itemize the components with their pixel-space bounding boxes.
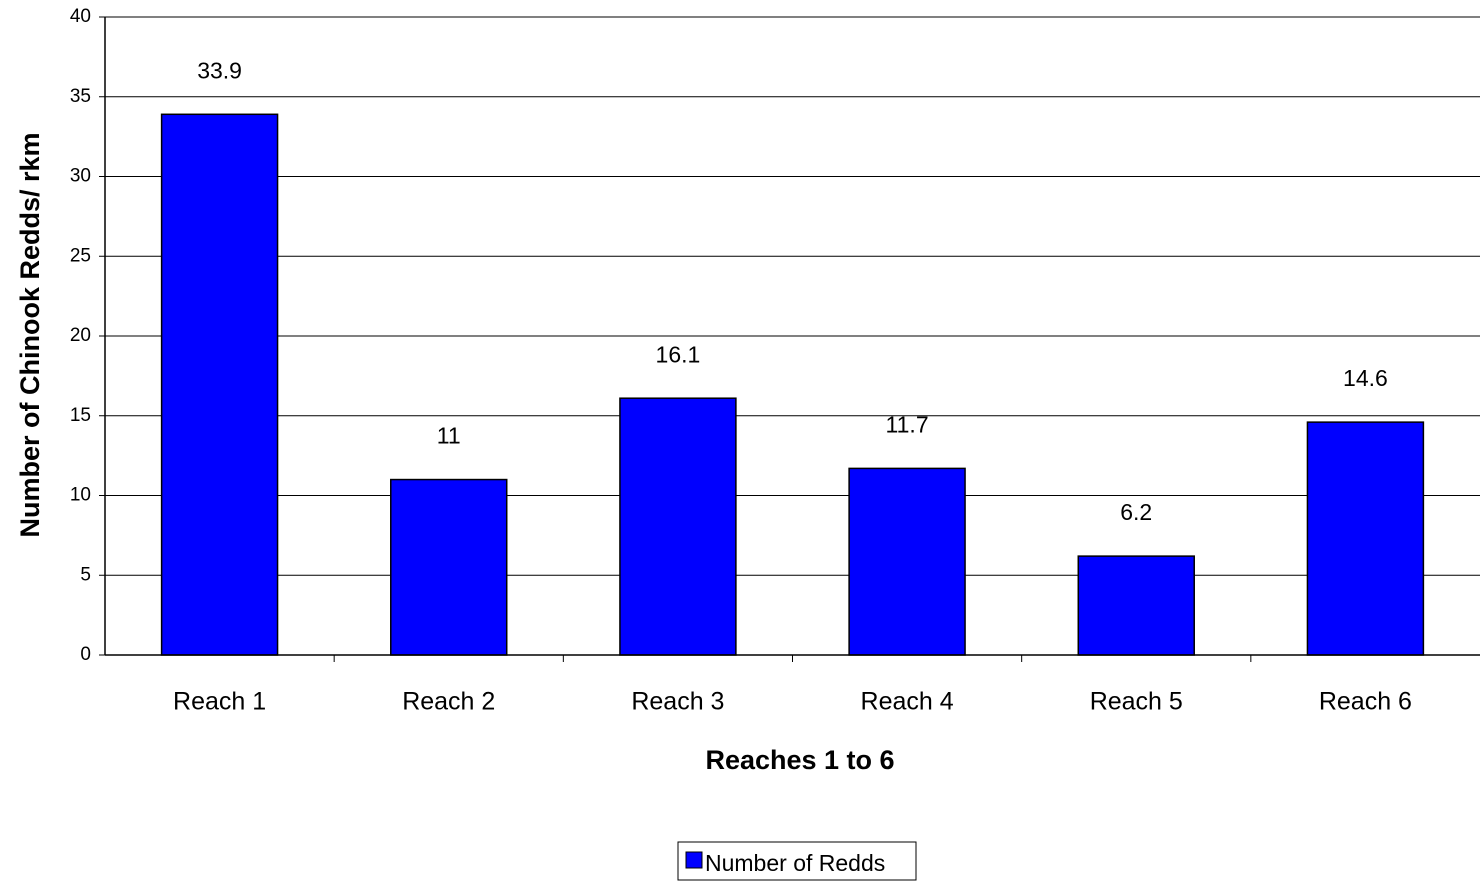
y-tick-label: 15	[70, 405, 91, 426]
data-label: 14.6	[1343, 365, 1388, 391]
bar	[1306, 421, 1425, 656]
x-tick-label: Reach 2	[402, 688, 495, 716]
legend: Number of Redds	[677, 841, 917, 881]
y-tick-label: 35	[70, 86, 91, 107]
data-label: 33.9	[197, 57, 242, 83]
bar	[390, 478, 508, 656]
x-axis-title: Reaches 1 to 6	[705, 745, 894, 775]
y-tick-label: 5	[80, 564, 91, 585]
bar	[848, 467, 966, 656]
y-tick-label: 30	[70, 166, 91, 187]
legend-swatch	[685, 851, 703, 869]
data-label: 16.1	[656, 341, 701, 367]
bar	[160, 113, 279, 656]
data-label: 6.2	[1120, 499, 1152, 525]
legend-label: Number of Redds	[705, 850, 885, 876]
data-label: 11.7	[886, 411, 929, 437]
x-tick-label: Reach 6	[1319, 688, 1412, 716]
x-tick-label: Reach 4	[861, 688, 954, 716]
bar	[619, 397, 737, 656]
y-axis-title: Number of Chinook Redds/ rkm	[15, 132, 45, 537]
y-tick-label: 0	[80, 644, 91, 665]
x-tick-label: Reach 3	[631, 688, 724, 716]
y-tick-label: 25	[70, 245, 91, 266]
bar	[1077, 555, 1195, 656]
x-tick-label: Reach 5	[1090, 688, 1183, 716]
y-tick-label: 40	[70, 6, 91, 27]
y-tick-label: 20	[70, 325, 91, 346]
x-tick-label: Reach 1	[173, 688, 266, 716]
y-tick-label: 10	[70, 485, 91, 506]
legend-box	[677, 841, 917, 881]
data-label: 11	[437, 423, 461, 449]
